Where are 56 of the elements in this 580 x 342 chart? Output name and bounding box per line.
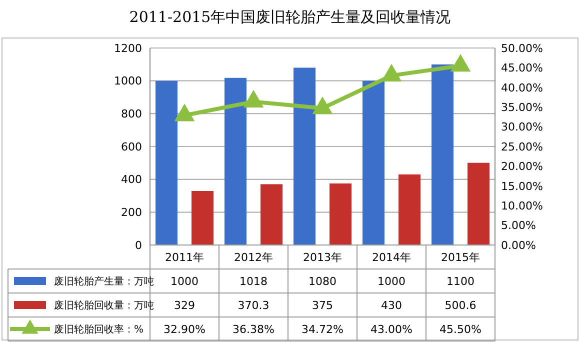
data-label: 430 xyxy=(381,298,402,312)
y2-tick-label: 30.00% xyxy=(501,120,543,134)
legend-label: 废旧轮胎产生量：万吨 xyxy=(54,276,154,288)
x-tick-label: 2011年 xyxy=(165,250,204,264)
bar xyxy=(362,80,384,245)
data-label: 45.50% xyxy=(440,322,482,336)
y-tick-label: 600 xyxy=(121,140,142,154)
y-tick-label: 400 xyxy=(121,173,142,186)
bar xyxy=(260,184,282,245)
bar xyxy=(294,68,316,245)
data-label: 43.00% xyxy=(370,322,412,336)
bar xyxy=(156,80,178,245)
data-label: 329 xyxy=(174,298,195,312)
data-label: 370.3 xyxy=(238,298,270,312)
y2-tick-label: 15.00% xyxy=(501,180,543,193)
legend-label: 废旧轮胎回收量：万吨 xyxy=(54,300,154,312)
y2-tick-label: 10.00% xyxy=(501,199,543,212)
legend-label: 废旧轮胎回收率：% xyxy=(54,324,144,336)
x-tick-label: 2015年 xyxy=(441,250,480,264)
y2-tick-label: 25.00% xyxy=(501,140,543,154)
data-label: 1000 xyxy=(170,274,198,288)
bar xyxy=(398,174,420,245)
bar xyxy=(330,183,352,245)
data-label: 1018 xyxy=(240,274,268,288)
y2-tick-label: 5.00% xyxy=(501,219,536,232)
y2-tick-label: 0.00% xyxy=(501,238,536,252)
data-label: 500.6 xyxy=(444,298,476,312)
point xyxy=(174,104,195,122)
bar xyxy=(432,64,454,245)
bar xyxy=(224,78,246,245)
bar xyxy=(192,190,214,245)
y-tick-label: 200 xyxy=(121,206,142,220)
point xyxy=(312,96,333,114)
y2-tick-label: 45.00% xyxy=(501,62,543,75)
point xyxy=(243,90,264,108)
x-tick-label: 2014年 xyxy=(372,250,411,264)
data-label: 36.38% xyxy=(232,322,274,336)
chart-title: 2011-2015年中国废旧轮胎产生量及回收量情况 xyxy=(129,8,451,26)
y-tick-label: 800 xyxy=(121,108,142,121)
y2-tick-label: 20.00% xyxy=(501,160,543,174)
y-tick-label: 1200 xyxy=(114,42,142,55)
y-tick-label: 1000 xyxy=(114,74,142,88)
data-label: 34.72% xyxy=(302,322,344,336)
data-label: 1000 xyxy=(378,274,406,288)
data-label: 375 xyxy=(312,298,333,312)
x-tick-label: 2013年 xyxy=(303,250,342,264)
data-label: 1100 xyxy=(446,274,474,288)
bar xyxy=(468,162,490,245)
x-tick-label: 2012年 xyxy=(234,250,273,264)
y-tick-label: 0 xyxy=(135,238,142,252)
data-label: 32.90% xyxy=(164,322,206,336)
point xyxy=(450,54,471,72)
y2-tick-label: 50.00% xyxy=(501,42,543,55)
y2-tick-label: 40.00% xyxy=(501,81,543,94)
data-label: 1080 xyxy=(308,274,336,288)
y2-tick-label: 35.00% xyxy=(501,100,543,114)
